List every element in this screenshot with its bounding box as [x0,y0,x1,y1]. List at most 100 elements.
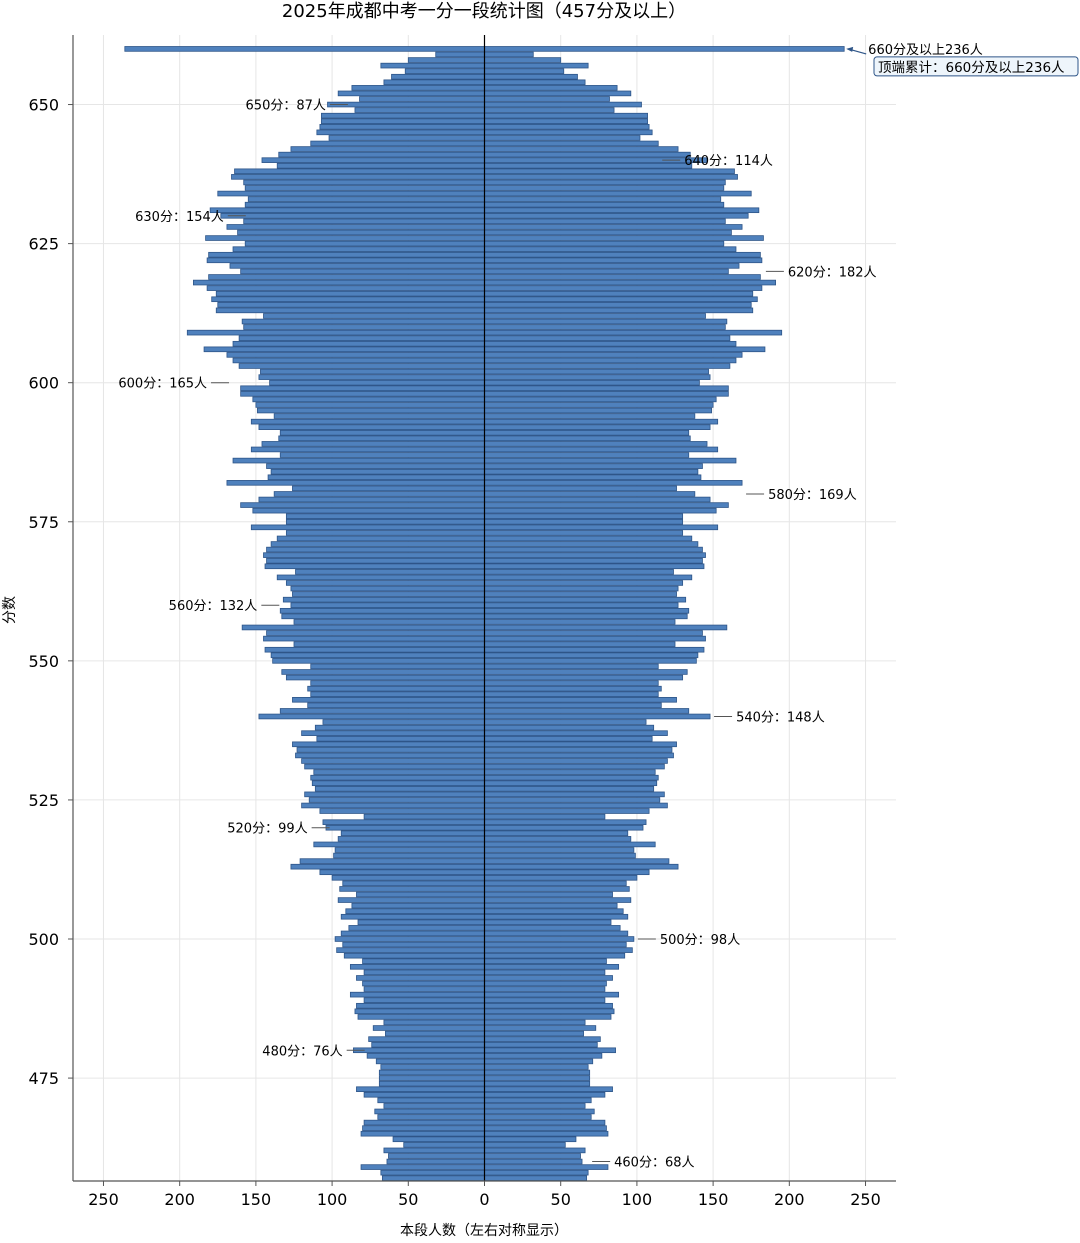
bar-right [484,702,662,709]
bar-right [484,324,726,330]
bar-left [360,1130,485,1137]
bar-right [484,869,650,876]
bar-left [378,1075,485,1081]
bar-right [484,491,696,497]
bar-right [484,429,690,436]
bar-left [339,886,485,892]
bar-left [366,1053,485,1059]
bar-left [356,975,485,981]
bar-right [484,541,699,547]
bar-left [349,991,485,998]
bar-left [229,263,485,269]
bar-left [243,324,485,330]
bar-right [484,813,606,820]
bar-left [263,313,485,319]
annotation-label: 580分：169人 [768,488,857,503]
axis-layer: 250 200 150 100 50 0 50 100 150 200 25047550052555… [28,35,896,1209]
bar-left [383,1103,485,1109]
bar-right [484,708,690,714]
bar-right [484,402,714,408]
bar-left [304,763,485,770]
bar-left [215,307,485,314]
bar-right [484,1047,616,1054]
bar-left [363,997,485,1003]
bar-left [349,964,485,970]
bar-right [484,168,735,175]
bar-right [484,51,534,58]
bar-left [316,735,485,742]
y-tick-label: 475 [28,1069,59,1088]
bar-right [484,1114,592,1120]
x-tick-label: 0 [479,1190,489,1209]
bar-left [388,1153,485,1159]
bar-right [484,1036,601,1042]
bar-left [319,869,485,876]
bar-left [206,257,485,264]
x-tick-label: 250 [88,1190,119,1209]
bar-left [232,357,485,364]
bar-left [343,952,485,959]
bar-left [276,574,485,581]
bar-left [261,157,485,163]
bar-right [484,185,725,191]
bar-right [484,1080,591,1087]
bar-left [232,340,485,347]
bar-left [337,836,485,842]
bar-left [380,62,485,69]
bar-left [377,1114,485,1120]
bar-right [484,79,586,86]
bar-right [484,502,729,508]
bar-right [484,1086,613,1093]
bar-left [337,897,485,903]
bar-right [484,886,630,892]
bar-left [238,335,485,341]
bar-right [484,1091,606,1098]
x-tick-label: 150 [241,1190,272,1209]
bar-right [484,240,725,247]
bar-left [250,446,485,453]
bar-left [374,1108,485,1115]
bar-right [484,73,578,80]
bar-left [290,602,485,609]
bar-left [342,880,485,887]
bar-left [296,747,485,753]
bar-right [484,1147,586,1154]
bar-right [484,763,665,770]
bar-right [484,374,711,380]
bar-left [385,1030,485,1037]
bar-left [281,669,485,675]
bar-right [484,747,673,753]
bar-left [124,46,485,52]
bar-left [371,1041,485,1048]
y-tick-label: 500 [28,930,59,949]
bar-right [484,457,737,464]
bar-right [484,107,615,113]
bar-left [292,591,485,597]
bar-left [363,813,485,820]
bar-left [356,1002,485,1009]
bar-right [484,1153,581,1159]
bar-left [244,201,485,208]
bar-left [342,941,485,948]
bar-left [273,413,485,419]
bar-left [266,630,485,636]
bar-left [240,391,485,397]
y-tick-label: 550 [28,652,59,671]
bar-left [285,530,485,536]
bar-right [484,613,688,620]
bar-right [484,1075,591,1081]
bar-left [232,457,485,464]
y-tick-label: 625 [28,235,59,254]
bar-left [257,407,485,414]
bar-left [363,986,485,992]
bar-right [484,619,676,625]
bar-left [357,1014,485,1020]
bar-right [484,46,845,52]
bar-right [484,897,632,903]
bar-right [484,574,693,581]
bar-right [484,190,752,197]
bar-right [484,941,627,948]
bar-right [484,1164,609,1170]
x-tick-label: 50 [551,1190,571,1209]
bar-left [325,824,485,831]
